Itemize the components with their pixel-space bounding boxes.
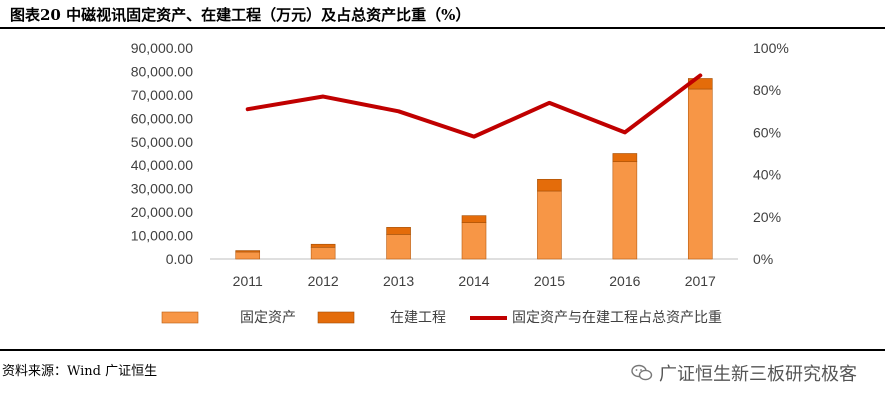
legend-label-ratio: 固定资产与在建工程占总资产比重 [512,310,722,326]
bar-construction-2015 [537,178,562,192]
ratio-line [245,73,703,139]
y-right-tick-label: 100% [753,40,789,56]
x-tick-label: 2015 [534,273,565,289]
y-left-tick-label: 20,000.00 [131,204,193,220]
bar-construction-2011 [235,250,261,253]
wechat-icon [631,364,653,381]
bar-construction-2012 [310,243,336,248]
bar-fixed-assets-2016 [612,161,638,260]
watermark: 广证恒生新三板研究极客 [631,360,857,386]
bar-fixed-assets-2013 [386,234,411,260]
y-left-tick-label: 10,000.00 [131,228,193,244]
bar-fixed-assets-2014 [461,222,487,260]
y-right-tick-label: 40% [753,167,781,183]
watermark-text: 广证恒生新三板研究极客 [659,364,857,385]
bottom-rule [0,349,885,351]
y-right-tick-label: 0% [753,251,773,267]
y-left-tick-label: 60,000.00 [131,110,193,126]
legend-label-fixed-assets: 固定资产 [240,310,296,326]
bar-construction-2014 [461,215,487,223]
bar-fixed-assets-2015 [537,190,562,260]
y-left-tick-label: 80,000.00 [131,63,193,79]
x-tick-label: 2013 [383,273,414,289]
y-left-tick-label: 50,000.00 [131,134,193,150]
chart-area: 0.00 10,000.00 20,000.00 30,000.00 40,000.00… [131,40,789,326]
legend-swatch-fixed-assets [161,311,199,324]
y-right-tick-label: 60% [753,124,781,140]
y-left-tick-label: 70,000.00 [131,87,193,103]
x-tick-label: 2014 [458,273,489,289]
y-left-tick-label: 0.00 [166,251,193,267]
source-note: 资料来源：Wind 广证恒生 [2,364,158,379]
x-tick-label: 2012 [308,273,339,289]
legend-label-construction: 在建工程 [390,310,446,326]
top-rule [0,27,885,29]
x-tick-label: 2017 [685,273,716,289]
bar-fixed-assets-2011 [235,251,261,260]
legend-swatch-construction [317,311,355,324]
x-tick-label: 2016 [609,273,640,289]
x-tick-label: 2011 [233,273,263,289]
y-right-tick-label: 20% [753,209,781,225]
y-left-tick-label: 40,000.00 [131,157,193,173]
y-left-tick-label: 30,000.00 [131,181,193,197]
bar-fixed-assets-2017 [687,88,713,260]
bar-construction-2016 [612,153,638,163]
y-left-tick-label: 90,000.00 [131,40,193,56]
chart-title: 图表20 中磁视讯固定资产、在建工程（万元）及占总资产比重（%） [10,6,471,24]
y-right-tick-label: 80% [753,82,781,98]
bar-fixed-assets-2012 [310,246,336,260]
bar-construction-2013 [386,227,411,235]
